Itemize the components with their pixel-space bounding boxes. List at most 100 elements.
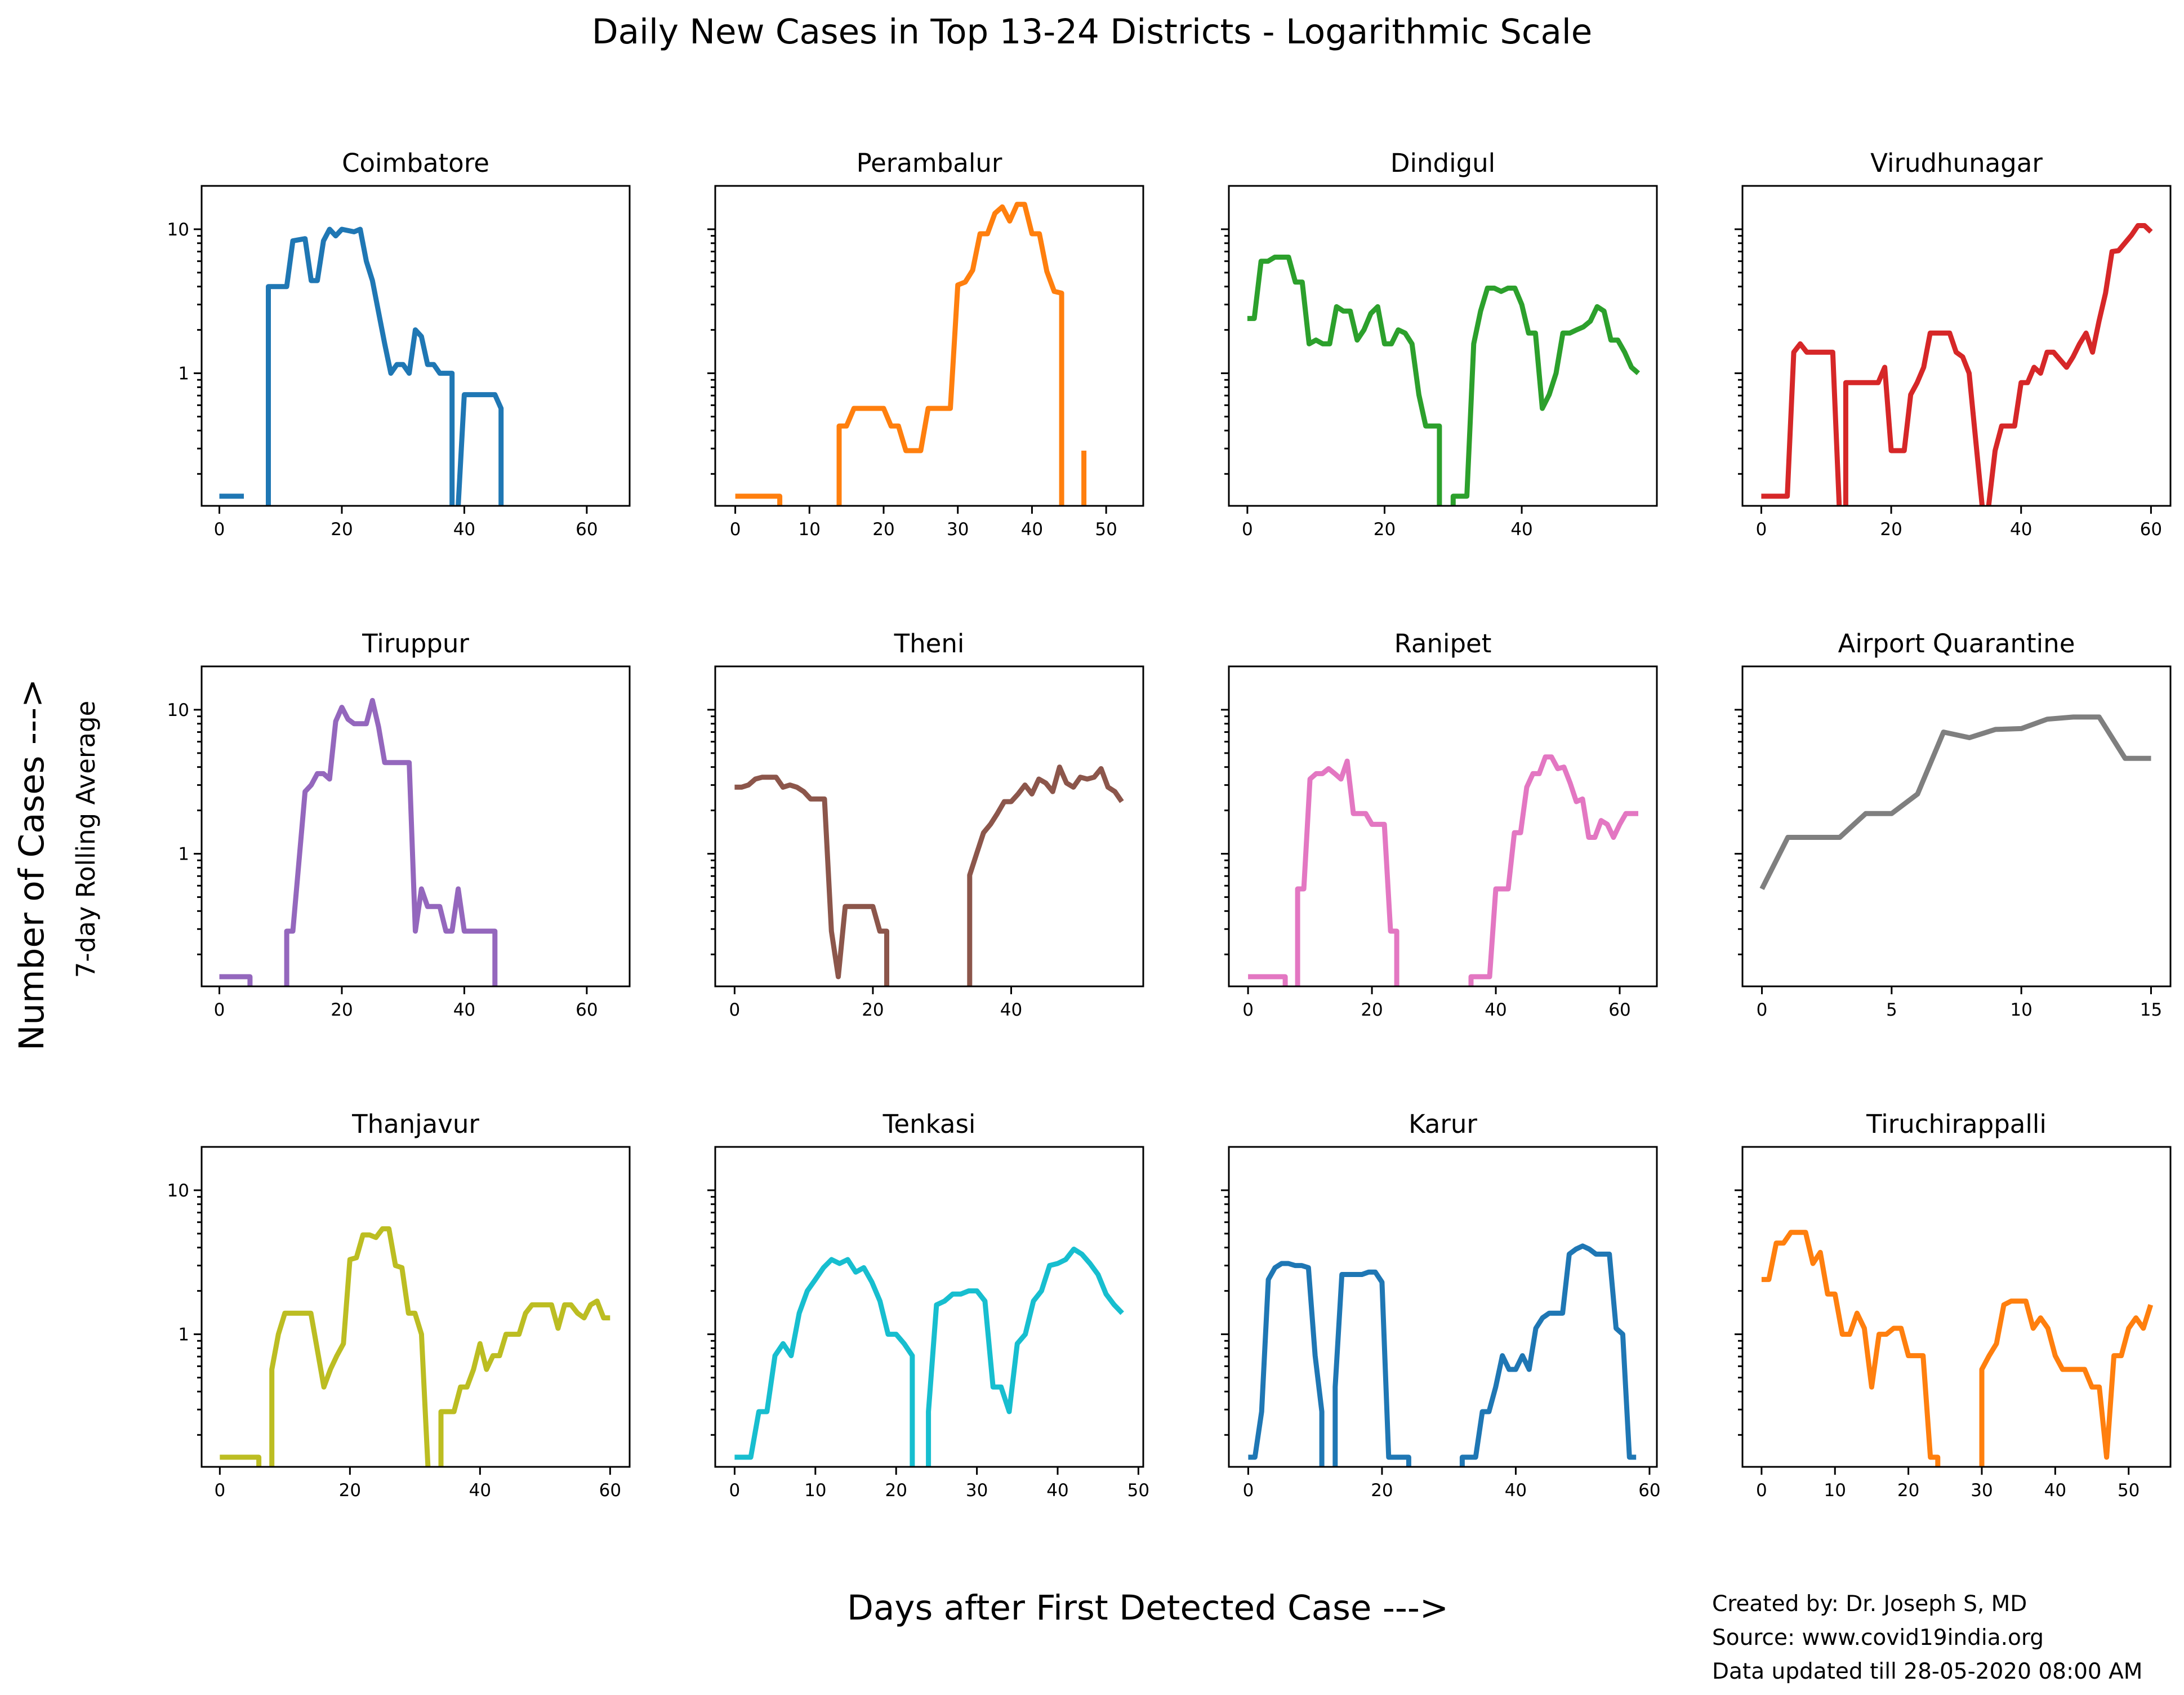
figure-ylabel-sub: 7-day Rolling Average — [71, 701, 101, 978]
plot-frame — [200, 185, 631, 507]
y-tick-label: 1 — [178, 364, 189, 384]
panel-title: Virudhunagar — [1870, 148, 2043, 178]
series-line — [456, 392, 504, 506]
series-line — [1459, 1243, 1637, 1467]
figure-title: Daily New Cases in Top 13-24 Districts -… — [592, 12, 1593, 52]
x-tick-label: 40 — [1000, 1000, 1022, 1020]
x-tick-label: 50 — [1127, 1480, 1149, 1501]
series-line — [734, 1257, 915, 1467]
panel: Karur 0 20 40 60 — [1221, 1109, 1661, 1501]
credit-line-1: Created by: Dr. Joseph S, MD — [1712, 1591, 2027, 1617]
panel-title: Dindigul — [1390, 148, 1495, 178]
y-tick-label: 10 — [167, 1181, 189, 1201]
x-tick-label: 0 — [1756, 1480, 1767, 1501]
panel: Coimbatore 1 10 0 20 40 60 — [167, 148, 631, 540]
x-tick-label: 10 — [1824, 1480, 1846, 1501]
plot-frame — [1741, 185, 2172, 507]
series-line — [1247, 255, 1442, 506]
x-tick-label: 20 — [1361, 1000, 1383, 1020]
x-tick-label: 10 — [804, 1480, 826, 1501]
series-line — [967, 764, 1124, 986]
panel: Airport Quarantine 0 5 10 15 — [1735, 629, 2172, 1020]
series-line — [1761, 341, 1842, 506]
credit-line-2: Source: www.covid19india.org — [1712, 1625, 2044, 1650]
y-tick-label: 10 — [167, 700, 189, 720]
x-tick-label: 50 — [1095, 519, 1117, 540]
y-tick-label: 10 — [167, 220, 189, 240]
series-line — [266, 226, 455, 506]
x-tick-label: 30 — [947, 519, 969, 540]
panel-title: Tiruchirappalli — [1866, 1109, 2047, 1139]
x-tick-label: 40 — [2010, 519, 2032, 540]
plot-frame — [1228, 185, 1658, 507]
x-tick-label: 5 — [1886, 1000, 1897, 1020]
credit-line-3: Data updated till 28-05-2020 08:00 AM — [1712, 1659, 2142, 1684]
x-tick-label: 60 — [576, 519, 598, 540]
x-tick-label: 40 — [469, 1480, 491, 1501]
panel: Tenkasi 0 10 20 30 40 50 — [707, 1109, 1149, 1501]
plot-frame — [714, 665, 1144, 987]
panel: Theni 0 20 40 — [707, 629, 1144, 1020]
x-tick-label: 10 — [799, 519, 821, 540]
x-tick-label: 20 — [331, 519, 353, 540]
x-tick-label: 0 — [1756, 519, 1767, 540]
x-tick-label: 60 — [2140, 519, 2162, 540]
series-line — [1759, 714, 2151, 891]
figure-ylabel: Number of Cases ---> — [12, 679, 52, 1051]
series-line — [1979, 1298, 2154, 1467]
panel-title: Karur — [1409, 1109, 1477, 1139]
plot-frame — [1228, 1146, 1658, 1468]
y-tick-label: 1 — [178, 1325, 189, 1345]
x-tick-label: 60 — [1638, 1480, 1660, 1501]
series-line — [926, 1247, 1124, 1467]
x-tick-label: 20 — [1371, 1480, 1393, 1501]
x-tick-label: 20 — [1374, 519, 1396, 540]
panel-title: Coimbatore — [342, 148, 489, 178]
x-tick-label: 0 — [729, 1000, 741, 1020]
x-tick-label: 20 — [339, 1480, 361, 1501]
panel-title: Perambalur — [857, 148, 1002, 178]
x-tick-label: 60 — [599, 1480, 621, 1501]
series-line — [219, 974, 253, 986]
x-tick-label: 30 — [1971, 1480, 1993, 1501]
plot-frame — [714, 185, 1144, 507]
panel: Ranipet 0 20 40 60 — [1221, 629, 1658, 1020]
panel: Dindigul 0 20 40 — [1221, 148, 1658, 540]
x-tick-label: 40 — [1485, 1000, 1506, 1020]
x-tick-label: 30 — [966, 1480, 988, 1501]
x-tick-label: 20 — [872, 519, 894, 540]
x-tick-label: 40 — [1046, 1480, 1068, 1501]
series-line — [836, 202, 1064, 506]
panel-title: Thanjavur — [351, 1109, 479, 1139]
x-tick-label: 60 — [576, 1000, 598, 1020]
x-tick-label: 0 — [1242, 519, 1253, 540]
panel-title: Tenkasi — [882, 1109, 976, 1139]
y-tick-label: 1 — [178, 844, 189, 865]
x-tick-label: 20 — [331, 1000, 353, 1020]
x-tick-label: 40 — [453, 1000, 475, 1020]
panel: Tiruchirappalli 0 10 20 30 40 50 — [1735, 1109, 2172, 1501]
series-line — [735, 493, 783, 506]
x-tick-label: 0 — [214, 1480, 225, 1501]
series-line — [734, 775, 889, 986]
x-tick-label: 40 — [1021, 519, 1043, 540]
series-line — [1986, 223, 2153, 506]
panel: Thanjavur 1 10 0 20 40 60 — [167, 1109, 631, 1501]
x-tick-label: 0 — [730, 519, 741, 540]
x-tick-label: 0 — [729, 1480, 741, 1501]
x-tick-label: 0 — [1243, 1480, 1254, 1501]
x-tick-label: 0 — [214, 1000, 225, 1020]
plot-frame — [1741, 1146, 2172, 1468]
series-line — [1468, 754, 1638, 986]
x-tick-label: 15 — [2140, 1000, 2162, 1020]
x-tick-label: 40 — [1505, 1480, 1527, 1501]
x-tick-label: 0 — [214, 519, 225, 540]
panel-title: Tiruppur — [362, 629, 469, 659]
plot-frame — [714, 1146, 1144, 1468]
series-line — [1761, 1230, 1941, 1467]
panel: Tiruppur 1 10 0 20 40 60 — [167, 629, 631, 1020]
x-tick-label: 40 — [2044, 1480, 2066, 1501]
x-tick-label: 20 — [1880, 519, 1902, 540]
